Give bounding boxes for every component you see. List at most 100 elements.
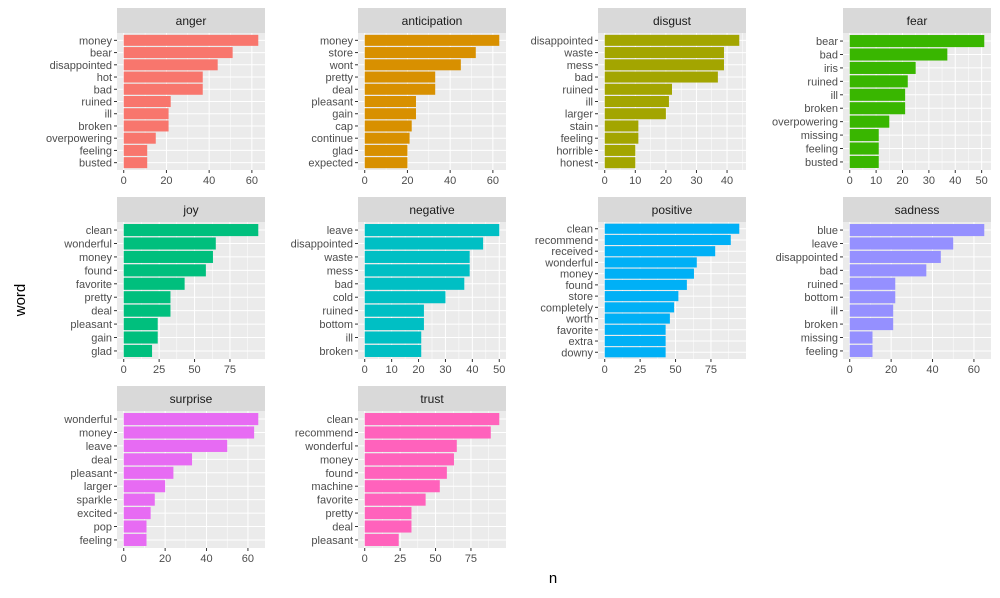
bar-money: [604, 268, 694, 279]
facet-strip: [358, 8, 506, 33]
panel-anticipation: anticipation 0 20 40 60 moneystorewontprettyd…: [308, 8, 506, 187]
y-tick-label: ill: [105, 109, 112, 121]
y-tick-label: ill: [346, 333, 353, 345]
bar-ruined: [364, 304, 424, 317]
x-tick-label: 0: [121, 364, 127, 376]
bar-clean: [364, 413, 500, 426]
facet-title: disgust: [653, 14, 692, 28]
bar-cap: [364, 120, 412, 132]
y-tick-label: larger: [565, 109, 593, 121]
x-tick-label: 20: [401, 175, 413, 187]
bar-completely: [604, 302, 675, 313]
y-tick-label: larger: [84, 481, 112, 493]
x-tick-label: 20: [660, 175, 672, 187]
x-tick-label: 40: [466, 364, 478, 376]
bar-sparkle: [123, 493, 155, 506]
y-tick-label: received: [551, 246, 593, 258]
x-tick-label: 20: [896, 175, 908, 187]
bar-broken: [849, 318, 894, 331]
bar-larger: [123, 480, 166, 493]
panel-anger: anger 0 20 40 60 moneybeardisappointedhotbadr…: [46, 8, 265, 187]
y-tick-label: bad: [575, 72, 593, 84]
bar-overpowering: [123, 132, 156, 144]
y-tick-label: busted: [805, 157, 838, 169]
bar-ruined: [849, 75, 908, 88]
x-axis-title: n: [549, 570, 557, 587]
y-tick-label: leave: [812, 238, 838, 250]
bar-disappointed: [123, 59, 218, 71]
bar-favorite: [604, 324, 666, 335]
bar-feeling: [849, 344, 873, 357]
x-tick-label: 40: [203, 175, 215, 187]
bar-gain: [123, 331, 158, 344]
facet-title: surprise: [170, 392, 213, 406]
x-tick-label: 50: [976, 175, 988, 187]
bar-horrible: [604, 144, 636, 156]
bar-pleasant: [364, 533, 399, 546]
bar-wonderful: [364, 439, 457, 452]
facet-strip: [598, 197, 746, 222]
y-tick-label: broken: [78, 121, 112, 133]
y-tick-label: clean: [86, 225, 112, 237]
bar-feeling: [604, 132, 639, 144]
y-tick-label: expected: [308, 158, 353, 170]
y-tick-label: bear: [90, 48, 112, 60]
y-tick-label: downy: [561, 347, 593, 359]
bar-waste: [604, 47, 724, 59]
y-tick-label: ruined: [807, 279, 838, 291]
y-tick-label: gain: [91, 333, 112, 345]
bar-received: [604, 246, 716, 257]
bar-deal: [364, 520, 412, 533]
bar-bad: [849, 48, 948, 61]
bar-favorite: [123, 277, 185, 290]
x-tick-label: 40: [200, 553, 212, 565]
bar-waste: [364, 250, 470, 263]
x-tick-label: 50: [493, 364, 505, 376]
y-tick-label: favorite: [76, 279, 112, 291]
y-tick-label: favorite: [557, 325, 593, 337]
bar-deal: [123, 304, 171, 317]
bar-feeling: [123, 533, 147, 546]
bar-gain: [364, 108, 416, 120]
x-tick-label: 0: [847, 175, 853, 187]
y-tick-label: glad: [91, 346, 112, 358]
bar-found: [123, 264, 206, 277]
y-tick-label: disappointed: [531, 35, 593, 47]
y-axis-title: word: [12, 284, 29, 318]
y-tick-label: bad: [820, 265, 838, 277]
bar-ill: [364, 331, 422, 344]
x-tick-label: 30: [923, 175, 935, 187]
y-tick-label: missing: [801, 130, 838, 142]
bar-missing: [849, 331, 873, 344]
bar-pretty: [364, 507, 412, 520]
y-tick-label: ruined: [562, 84, 593, 96]
y-tick-label: money: [79, 427, 113, 439]
bar-extra: [604, 335, 666, 347]
bar-deal: [123, 453, 193, 466]
y-tick-label: feeling: [561, 133, 593, 145]
y-tick-label: bad: [94, 84, 112, 96]
x-tick-label: 0: [362, 553, 368, 565]
bar-ill: [849, 304, 894, 317]
y-tick-label: wonderful: [544, 257, 593, 269]
y-tick-label: money: [560, 269, 594, 281]
bar-ill: [849, 88, 906, 101]
bar-larger: [604, 108, 666, 120]
x-tick-label: 75: [705, 364, 717, 376]
y-tick-label: machine: [311, 481, 353, 493]
bar-bad: [123, 83, 203, 95]
bar-bear: [123, 47, 233, 59]
facet-strip: [358, 197, 506, 222]
bar-honest: [604, 157, 636, 169]
y-tick-label: broken: [804, 103, 838, 115]
bar-broken: [849, 102, 906, 115]
x-tick-label: 60: [242, 553, 254, 565]
bar-mess: [604, 59, 724, 71]
y-tick-label: blue: [817, 225, 838, 237]
panel-disgust: disgust 0 10 20 30 40 disappointedwastemessbad…: [531, 8, 746, 187]
y-tick-label: waste: [563, 48, 593, 60]
bar-blue: [849, 224, 985, 237]
x-tick-label: 30: [690, 175, 702, 187]
bar-mess: [364, 264, 470, 277]
bar-clean: [604, 223, 740, 234]
